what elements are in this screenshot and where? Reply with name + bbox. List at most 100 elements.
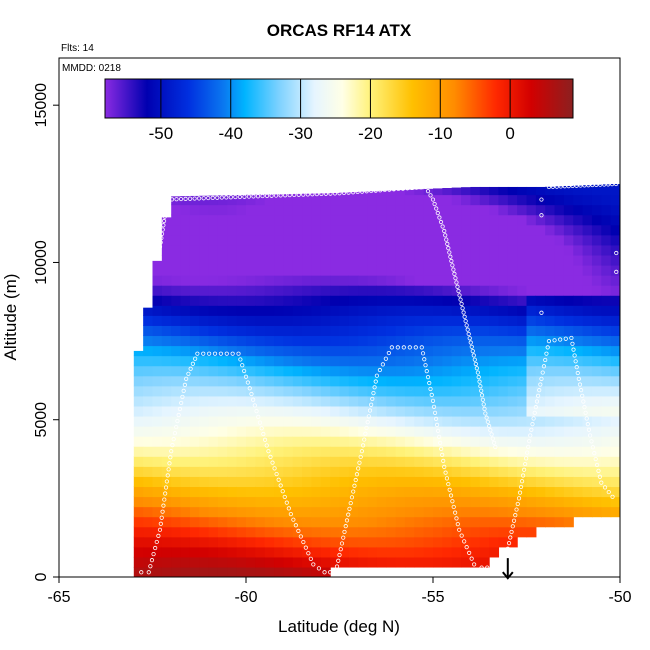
- heatmap-cell: [283, 355, 294, 367]
- track-point: [373, 379, 378, 384]
- heatmap-cell: [339, 476, 350, 488]
- heatmap-cell: [320, 204, 331, 216]
- track-point: [169, 449, 174, 454]
- track-point: [350, 190, 356, 195]
- heatmap-cell: [395, 385, 406, 397]
- heatmap-cell: [348, 405, 359, 417]
- heatmap-cell: [451, 385, 462, 397]
- heatmap-cell: [358, 285, 369, 296]
- track-point: [255, 194, 261, 199]
- heatmap-cell: [246, 395, 256, 407]
- heatmap-cell: [171, 295, 182, 306]
- track-point: [546, 184, 552, 190]
- heatmap-cell: [227, 496, 238, 508]
- heatmap-cell: [601, 405, 612, 417]
- heatmap-cell: [189, 405, 200, 417]
- heatmap-cell: [348, 234, 359, 246]
- heatmap-cell: [161, 466, 172, 477]
- heatmap-cell: [610, 335, 620, 347]
- heatmap-cell: [348, 264, 359, 276]
- heatmap-cell: [442, 234, 453, 246]
- heatmap-cell: [404, 446, 415, 457]
- y-tick-label: 15000: [33, 83, 50, 128]
- heatmap-cell: [507, 436, 518, 447]
- track-point: [174, 197, 179, 202]
- heatmap-cell: [133, 365, 144, 377]
- heatmap-cell: [461, 516, 471, 528]
- heatmap-cell: [376, 365, 387, 377]
- heatmap-cell: [470, 536, 481, 548]
- track-point: [516, 496, 522, 501]
- heatmap-cell: [423, 224, 434, 236]
- track-point: [571, 347, 576, 352]
- heatmap-cell: [395, 395, 406, 407]
- heatmap-cell: [404, 365, 415, 377]
- heatmap-cell: [189, 456, 200, 467]
- heatmap-cell: [274, 456, 284, 467]
- heatmap-cell: [376, 335, 387, 347]
- track-point: [580, 393, 585, 398]
- heatmap-cell: [208, 254, 219, 266]
- heatmap-cell: [470, 456, 481, 467]
- heatmap-cell: [217, 526, 228, 538]
- heatmap-cell: [311, 244, 322, 256]
- heatmap-cell: [274, 385, 284, 397]
- heatmap-cell: [199, 395, 210, 407]
- track-point: [389, 345, 394, 350]
- track-point: [240, 363, 245, 368]
- track-point: [371, 391, 376, 396]
- track-point: [505, 546, 510, 551]
- heatmap-cell: [461, 365, 471, 377]
- heatmap-cell: [311, 426, 322, 437]
- track-point: [488, 428, 493, 433]
- heatmap-cell: [367, 335, 378, 347]
- heatmap-cell: [395, 295, 406, 306]
- heatmap-cell: [320, 234, 331, 246]
- heatmap-cell: [133, 415, 144, 427]
- heatmap-cell: [236, 365, 247, 377]
- track-point: [316, 566, 322, 571]
- heatmap-cell: [199, 305, 210, 316]
- heatmap-cell: [386, 194, 397, 206]
- heatmap-cell: [217, 456, 228, 467]
- track-point: [432, 410, 438, 415]
- heatmap-cell: [376, 415, 387, 427]
- heatmap-cell: [302, 446, 313, 457]
- heatmap-cell: [423, 456, 434, 467]
- heatmap-cell: [199, 446, 210, 457]
- heatmap-cell: [479, 264, 490, 276]
- heatmap-cell: [470, 305, 481, 316]
- heatmap-cell: [507, 345, 518, 357]
- heatmap-cell: [217, 375, 228, 387]
- heatmap-cell: [395, 285, 406, 296]
- heatmap-cell: [442, 345, 453, 357]
- end-marker-arrow: [502, 558, 514, 580]
- track-point: [372, 385, 377, 390]
- heatmap-cell: [367, 486, 378, 498]
- track-point: [343, 524, 348, 529]
- heatmap-cell: [255, 426, 266, 437]
- heatmap-cell: [433, 264, 443, 276]
- heatmap-cell: [433, 315, 443, 326]
- heatmap-cell: [180, 285, 191, 296]
- track-point: [486, 423, 492, 429]
- heatmap-cell: [404, 405, 415, 417]
- heatmap-cell: [208, 224, 219, 236]
- track-point: [264, 193, 270, 198]
- track-point: [578, 388, 584, 393]
- heatmap-cell: [376, 395, 387, 407]
- heatmap-cell: [236, 566, 247, 577]
- heatmap-cell: [208, 335, 219, 347]
- heatmap-cell: [498, 405, 509, 417]
- heatmap-cell: [461, 295, 471, 306]
- heatmap-cell: [489, 244, 500, 256]
- track-point: [373, 188, 378, 193]
- heatmap-cell: [433, 204, 443, 216]
- heatmap-cell: [451, 456, 462, 467]
- heatmap-cell: [601, 264, 612, 276]
- heatmap-cell: [217, 426, 228, 437]
- heatmap-cell: [302, 254, 313, 266]
- heatmap-cell: [601, 375, 612, 387]
- heatmap-cell: [330, 194, 341, 206]
- heatmap-cell: [461, 275, 471, 286]
